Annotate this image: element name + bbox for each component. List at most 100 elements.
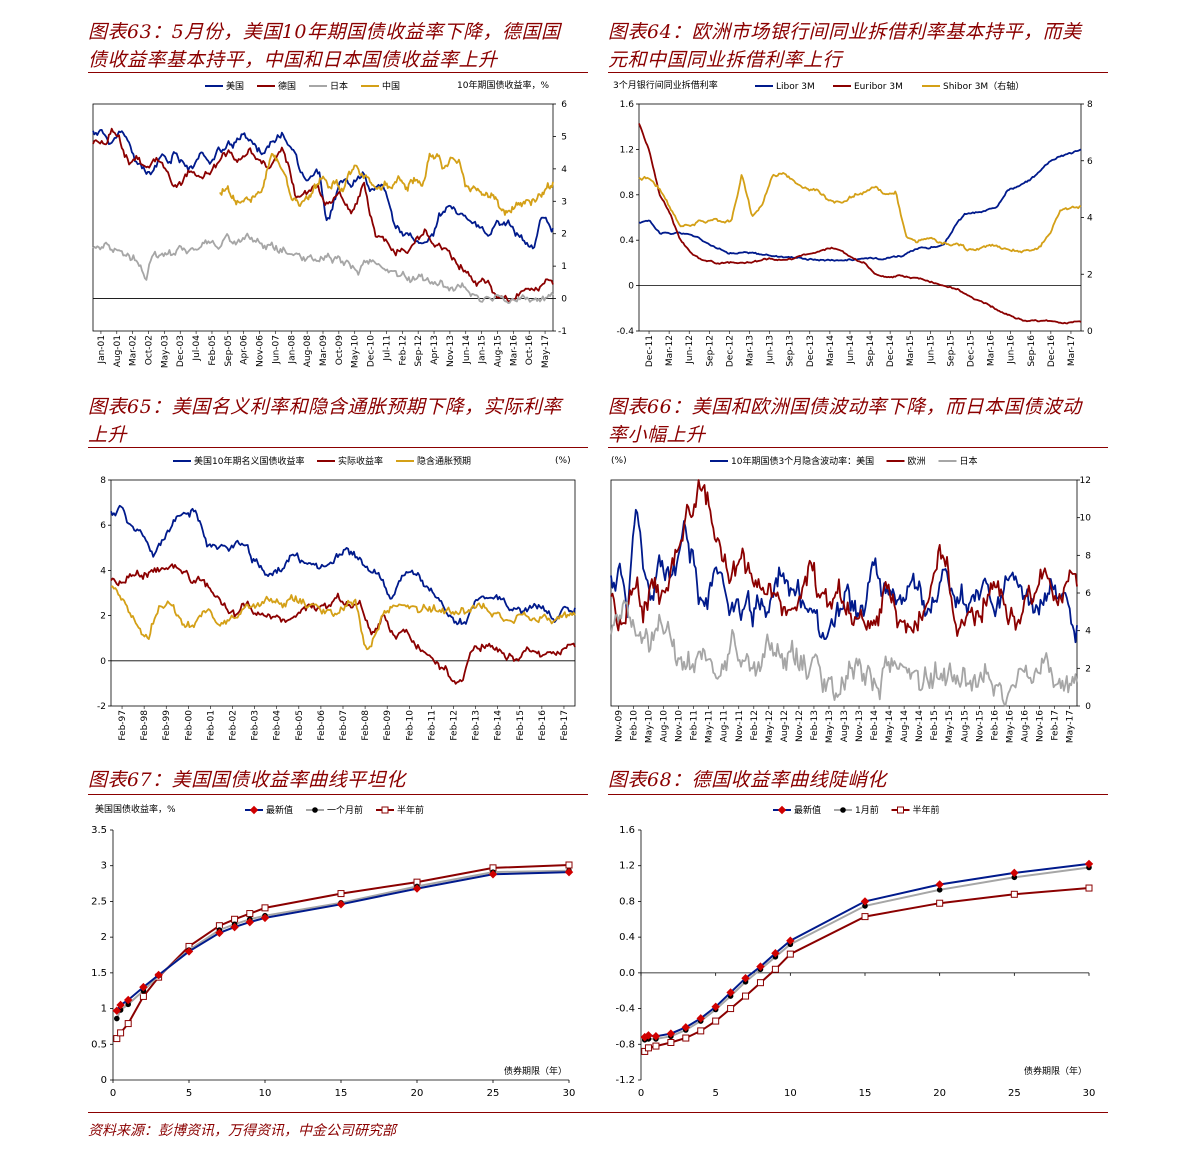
x-tick-label: Sep-13 xyxy=(786,335,796,367)
data-point xyxy=(682,1034,690,1042)
series-line-2 xyxy=(92,232,554,304)
unit-note: 美国国债收益率，% xyxy=(95,803,176,815)
x-tick-label: Aug-15 xyxy=(960,710,970,742)
x-tick-label: Feb-11 xyxy=(690,710,700,741)
x-tick-label: Mar-17 xyxy=(1067,335,1077,366)
data-point xyxy=(261,904,269,912)
series-line-0 xyxy=(644,862,1090,1039)
x-tick-label: Nov-10 xyxy=(675,710,685,742)
data-point xyxy=(756,962,765,971)
x-tick-label: Aug-13 xyxy=(840,710,850,742)
x-tick-label: Dec-03 xyxy=(176,335,186,367)
y-tick-label: 0.5 xyxy=(91,1039,107,1050)
series-line-0 xyxy=(92,129,554,250)
x-tick-label: May-11 xyxy=(705,710,715,743)
x-tick-label: Feb-00 xyxy=(184,710,194,741)
data-point xyxy=(1010,868,1019,878)
x-tick-label: Sep-05 xyxy=(224,335,234,367)
legend-label: 日本 xyxy=(330,80,348,92)
x-tick-label: Feb-12 xyxy=(398,335,408,366)
x-tick-label: Sep-12 xyxy=(705,335,715,367)
x-tick-label: Aug-16 xyxy=(1020,710,1030,743)
x-tick-label: Dec-10 xyxy=(367,335,377,367)
x-tick-label: Jun-15 xyxy=(926,335,936,365)
y2-tick-label: 2 xyxy=(1087,270,1093,280)
legend-label: 1月前 xyxy=(855,804,879,816)
x-tick-label: Dec-11 xyxy=(645,335,655,367)
x-tick-label: Feb-15 xyxy=(930,710,940,741)
x-tick-label: 25 xyxy=(487,1088,500,1099)
data-point xyxy=(1085,884,1093,892)
series-line-2 xyxy=(115,864,570,1040)
y2-tick-label: 0 xyxy=(1087,327,1093,337)
title-rule-68 xyxy=(608,794,1108,795)
data-point xyxy=(117,1029,125,1037)
x-tick-label: Feb-13 xyxy=(810,710,820,741)
unit-note: (%) xyxy=(611,456,627,466)
x-tick-label: Nov-16 xyxy=(1035,710,1045,742)
y-tick-label: 2.5 xyxy=(91,896,107,907)
title-rule-64 xyxy=(608,72,1108,73)
x-tick-label: Feb-99 xyxy=(162,710,172,741)
x-tick-label: Mar-02 xyxy=(129,335,139,366)
y-tick-label: 1.6 xyxy=(620,100,635,110)
x-tick-label: Feb-10 xyxy=(630,710,640,741)
y-tick-label: 1.2 xyxy=(619,861,635,872)
x-tick-label: May-16 xyxy=(1005,710,1015,743)
x-tick-label: Aug-01 xyxy=(113,335,123,367)
legend: 最新值 1月前 半年前 xyxy=(773,804,940,816)
data-point xyxy=(726,988,735,997)
chart-66: (%) 10年期国债3个月隐含波动率：美国 欧洲 日本 0 2 4 6 8 10 12 Nov-09 F… xyxy=(610,455,1091,743)
y-tick-label: 12 xyxy=(1080,476,1091,486)
x-tick-label: Feb-11 xyxy=(427,710,437,741)
data-point xyxy=(786,936,795,945)
data-point xyxy=(741,974,750,983)
x-tick-label: May-14 xyxy=(885,710,895,743)
data-point xyxy=(711,1002,720,1011)
data-point xyxy=(641,1047,649,1055)
y-tick-label: -1 xyxy=(558,327,567,337)
y2-tick-label: 8 xyxy=(1087,100,1093,110)
series-line-2 xyxy=(644,887,1090,1053)
data-point xyxy=(564,867,574,877)
data-point xyxy=(1011,874,1018,881)
x-tick-label: Dec-14 xyxy=(886,335,896,367)
series-line-0 xyxy=(110,504,576,626)
legend-label: 日本 xyxy=(960,455,978,467)
data-point xyxy=(336,900,346,909)
title-rule-66 xyxy=(608,447,1108,448)
unit-note: 10年期国债收益率，% xyxy=(457,79,549,91)
x-tick-label: Sep-16 xyxy=(1027,335,1037,367)
x-tick-label: Feb-01 xyxy=(206,710,216,741)
legend-label: 10年期国债3个月隐含波动率：美国 xyxy=(731,455,874,467)
data-point xyxy=(139,982,148,992)
data-point xyxy=(860,897,870,906)
chart-63: 10年期国债收益率，% 美国 德国 日本 中国 -1 0 1 2 3 4 5 6 Jan-01 Aug-01… xyxy=(92,79,567,368)
y-tick-label: 8 xyxy=(100,476,106,486)
data-point xyxy=(861,913,869,921)
x-tick-label: Jan-15 xyxy=(478,335,488,365)
y-tick-label: 1 xyxy=(101,1004,107,1015)
x-tick-label: May-17 xyxy=(1065,710,1075,743)
data-point xyxy=(786,950,794,958)
legend-label: 隐含通胀预期 xyxy=(417,455,471,467)
y-tick-label: 2 xyxy=(100,612,106,622)
series-line-0 xyxy=(610,508,1078,644)
x-tick-label: Mar-15 xyxy=(906,335,916,366)
data-point xyxy=(667,1039,675,1046)
data-point xyxy=(644,1031,653,1040)
legend-label: 中国 xyxy=(382,80,400,92)
data-point xyxy=(565,861,573,869)
series-line-2 xyxy=(110,585,576,651)
x-tick-label: Feb-06 xyxy=(317,710,327,741)
x-tick-label: Feb-04 xyxy=(273,710,283,741)
y-tick-label: 1.5 xyxy=(91,968,107,979)
legend-marker xyxy=(897,806,904,814)
y-tick-label: 0.0 xyxy=(619,968,635,979)
legend: Libor 3M Euribor 3M Shibor 3M（右轴） xyxy=(755,80,1024,92)
y-tick-label: 0.4 xyxy=(619,932,635,943)
legend-label: 德国 xyxy=(278,80,296,92)
data-point xyxy=(742,992,750,1000)
x-tick-label: Oct-02 xyxy=(145,335,155,365)
x-tick-label: Feb-12 xyxy=(750,710,760,741)
